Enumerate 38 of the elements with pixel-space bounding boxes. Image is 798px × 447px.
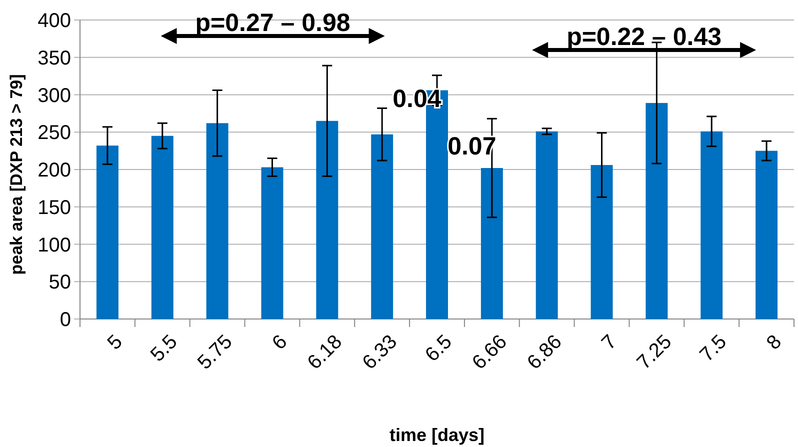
- y-tick-label: 300: [38, 84, 71, 107]
- y-axis-title: peak area [DXP 213 > 79]: [7, 74, 26, 275]
- x-tick-label: 6.5: [421, 330, 456, 366]
- x-tick-label: 6: [268, 330, 292, 354]
- annotation: p=0.27 – 0.98: [195, 8, 350, 37]
- y-tick-label: 200: [38, 160, 71, 182]
- y-tick-label: 100: [38, 234, 71, 256]
- x-axis-title: time [days]: [389, 425, 485, 445]
- x-tick-label: 5.75: [194, 330, 237, 374]
- x-tick-label: 6.86: [523, 330, 566, 374]
- x-tick-label: 7: [598, 330, 622, 354]
- y-tick-label: 0: [60, 309, 71, 331]
- x-tick-label: 8: [762, 330, 786, 354]
- x-tick-label: 7.5: [696, 330, 732, 366]
- y-tick-label: 50: [48, 272, 71, 294]
- y-tick-label: 350: [38, 47, 71, 70]
- bar: [371, 134, 394, 319]
- bar: [151, 136, 174, 319]
- bar: [480, 168, 503, 319]
- annotation: p=0.22 – 0.43: [566, 22, 722, 51]
- x-tick-label: 5.5: [146, 330, 182, 366]
- bar: [700, 131, 723, 319]
- bar: [536, 131, 558, 319]
- x-tick-label: 6.66: [468, 330, 512, 374]
- bar: [261, 167, 284, 319]
- x-tick-label: 7.25: [633, 330, 676, 374]
- bar: [316, 120, 338, 319]
- bar: [96, 146, 118, 319]
- bar: [756, 150, 778, 319]
- y-tick-label: 150: [38, 196, 71, 219]
- x-tick-label: 6.33: [358, 330, 402, 374]
- x-tick-label: 6.18: [304, 330, 347, 374]
- bar: [646, 102, 668, 319]
- y-tick-label: 400: [38, 10, 71, 32]
- bar: [590, 165, 613, 319]
- bar: [206, 123, 228, 319]
- x-tick-label: 5: [103, 330, 127, 354]
- y-tick-label: 250: [38, 122, 71, 144]
